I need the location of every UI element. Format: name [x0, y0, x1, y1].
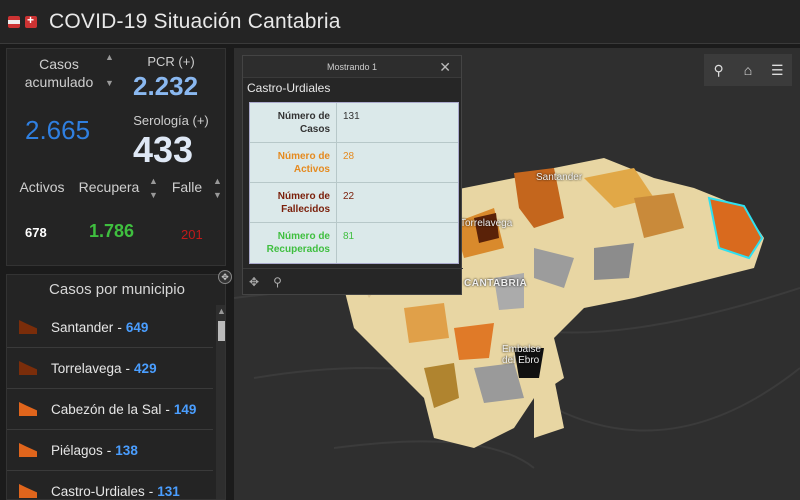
muni-count: 429	[134, 360, 157, 376]
popup-title: Castro-Urdiales	[247, 81, 331, 95]
muni-count: 138	[115, 442, 138, 458]
area-icon	[19, 402, 37, 416]
chevron-up-icon[interactable]: ▲	[217, 306, 226, 316]
serologia-label: Serología (+)	[133, 113, 209, 128]
chevron-up-icon[interactable]: ▲	[213, 176, 222, 186]
row-value: 28	[343, 151, 355, 162]
fallecidos-label: Falle	[171, 179, 203, 195]
zoom-icon[interactable]: ⚲	[273, 274, 282, 289]
municipios-list: Santander -649 Torrelavega -429 Cabezón de…	[7, 307, 213, 499]
row-value: 131	[343, 111, 360, 122]
row-key: Número de Activos	[250, 143, 337, 182]
table-row: Número de Casos 131	[250, 103, 458, 143]
popup-footer: ✥ ⚲	[243, 268, 463, 294]
map-toolbar: ⚲ ⌂ ☰	[704, 54, 792, 86]
muni-name: Castro-Urdiales	[51, 483, 145, 499]
popup-header: Mostrando 1	[243, 56, 461, 78]
municipios-panel: Casos por municipio Santander -649 Torrel…	[6, 274, 226, 500]
list-item[interactable]: Castro-Urdiales -131	[7, 471, 213, 499]
table-row: Número de Recuperados 81	[250, 223, 458, 263]
map-label: CANTABRIA	[464, 278, 528, 289]
list-item[interactable]: Cabezón de la Sal -149	[7, 389, 213, 430]
municipios-title: Casos por municipio	[49, 281, 185, 298]
chevron-down-icon[interactable]: ▼	[105, 78, 114, 88]
row-value: 81	[343, 231, 355, 242]
serologia-value: 433	[133, 129, 194, 170]
casos-label: Casos acumulado	[24, 56, 94, 90]
muni-name: Santander	[51, 319, 114, 335]
pcr-value: 2.232	[133, 71, 199, 101]
activos-label: Activos	[19, 179, 65, 195]
muni-name: Torrelavega	[51, 360, 122, 376]
row-key: Número de Recuperados	[250, 223, 337, 263]
scrollbar[interactable]: ▲	[216, 305, 226, 499]
stats-panel: Casos acumulado ▲ ▼ 2.665 PCR (+) 2.232 …	[6, 48, 226, 266]
scroll-thumb[interactable]	[218, 321, 225, 341]
muni-name: Piélagos	[51, 442, 103, 458]
chevron-up-icon[interactable]: ▲	[149, 176, 158, 186]
pan-icon[interactable]: ✥	[249, 274, 260, 289]
pcr-label: PCR (+)	[147, 54, 195, 69]
close-icon[interactable]: ✕	[439, 59, 451, 75]
feature-popup: Mostrando 1 ✕ Castro-Urdiales Número de …	[242, 55, 463, 295]
row-value: 22	[343, 191, 355, 202]
list-item[interactable]: Torrelavega -429	[7, 348, 213, 389]
fallecidos-value: 201	[181, 227, 203, 242]
map-label: Embalse del Ebro	[502, 344, 541, 366]
activos-value: 678	[25, 225, 47, 240]
row-key: Número de Fallecidos	[250, 183, 337, 222]
list-icon[interactable]: ☰	[771, 61, 784, 78]
area-icon	[19, 443, 37, 457]
page-title: COVID-19 Situación Cantabria	[49, 9, 341, 33]
app-header: COVID-19 Situación Cantabria	[0, 0, 800, 44]
recuperados-label: Recupera	[78, 179, 140, 195]
popup-table: Número de Casos 131 Número de Activos 28…	[249, 102, 459, 264]
table-row: Número de Fallecidos 22	[250, 183, 458, 223]
casos-value: 2.665	[25, 115, 91, 145]
muni-count: 149	[173, 401, 197, 417]
expand-icon[interactable]: ✥	[218, 270, 232, 284]
map-label: Santander	[536, 172, 583, 183]
flag-icon	[8, 15, 20, 28]
chevron-down-icon[interactable]: ▼	[149, 190, 158, 200]
search-icon[interactable]: ⚲	[713, 61, 724, 78]
area-icon	[19, 320, 37, 334]
recuperados-value: 1.786	[89, 221, 135, 241]
table-row: Número de Activos 28	[250, 143, 458, 183]
chevron-down-icon[interactable]: ▼	[213, 190, 222, 200]
list-item[interactable]: Santander -649	[7, 307, 213, 348]
home-icon[interactable]: ⌂	[743, 62, 753, 78]
red-cross-icon	[25, 13, 37, 28]
map-view[interactable]: Santander Torrelavega CANTABRIA Embalse …	[234, 48, 800, 500]
chevron-up-icon[interactable]: ▲	[105, 52, 114, 62]
muni-count: 131	[157, 483, 180, 499]
area-icon	[19, 484, 37, 498]
area-icon	[19, 361, 37, 375]
list-item[interactable]: Piélagos -138	[7, 430, 213, 471]
muni-name: Cabezón de la Sal	[51, 401, 162, 417]
row-key: Número de Casos	[250, 103, 337, 142]
map-label: Torrelavega	[460, 218, 513, 229]
muni-count: 649	[125, 319, 149, 335]
